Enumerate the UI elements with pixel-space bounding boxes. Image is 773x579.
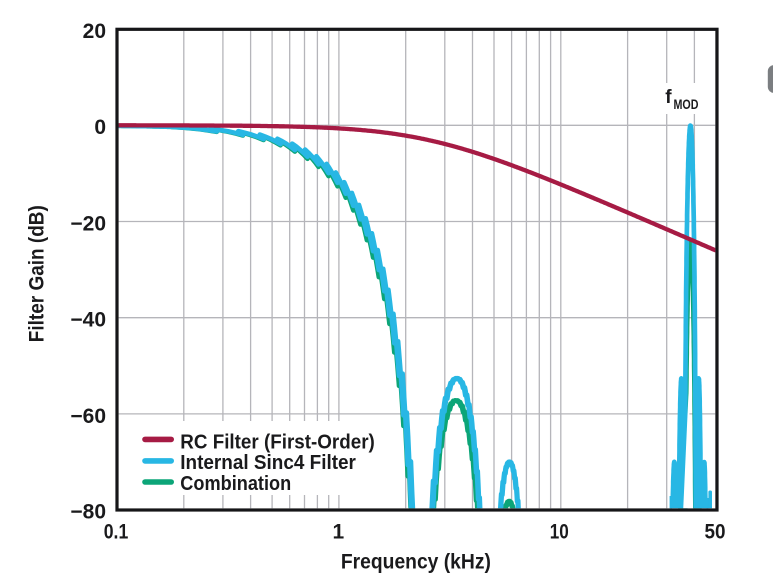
svg-text:1: 1: [332, 521, 344, 544]
svg-text:10: 10: [550, 521, 569, 544]
svg-text:−60: −60: [70, 405, 106, 428]
svg-text:Frequency (kHz): Frequency (kHz): [341, 551, 491, 574]
svg-text:0: 0: [94, 116, 106, 139]
svg-text:f: f: [665, 87, 672, 108]
svg-text:Internal Sinc4 Filter: Internal Sinc4 Filter: [180, 451, 356, 474]
svg-text:20: 20: [83, 20, 106, 43]
svg-text:RC Filter (First-Order): RC Filter (First-Order): [180, 430, 374, 453]
svg-text:MOD: MOD: [674, 96, 699, 112]
svg-text:−40: −40: [70, 309, 106, 332]
svg-text:Filter Gain (dB): Filter Gain (dB): [26, 205, 49, 342]
svg-text:Combination: Combination: [180, 472, 291, 495]
svg-text:50: 50: [705, 521, 726, 544]
svg-text:0.1: 0.1: [104, 521, 129, 544]
svg-text:−20: −20: [70, 212, 106, 235]
svg-text:−80: −80: [70, 501, 106, 524]
